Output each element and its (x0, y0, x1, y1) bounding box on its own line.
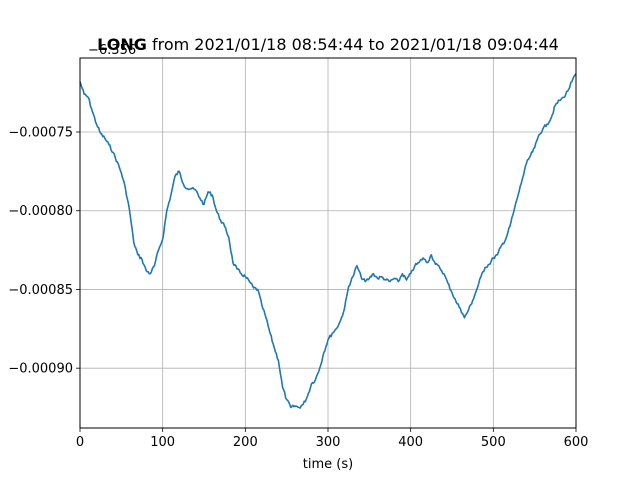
x-tick-label: 0 (76, 435, 84, 450)
series-line (79, 73, 577, 409)
series-layer (79, 73, 577, 409)
x-axis: 0 100 200 300 400 500 600 (76, 428, 589, 450)
y-offset-label: −6.356 (88, 43, 136, 58)
x-tick-label: 600 (564, 435, 589, 450)
x-axis-label: time (s) (303, 457, 353, 472)
y-tick-label: −0.00075 (8, 126, 73, 141)
title-range: from 2021/01/18 08:54:44 to 2021/01/18 0… (147, 35, 559, 54)
chart-title: LONG from 2021/01/18 08:54:44 to 2021/01… (97, 35, 559, 54)
x-tick-label: 500 (481, 435, 506, 450)
y-tick-label: −0.00090 (8, 362, 73, 377)
y-tick-label: −0.00085 (8, 283, 73, 298)
x-tick-label: 200 (233, 435, 258, 450)
x-tick-label: 400 (398, 435, 423, 450)
y-axis: −0.00075 −0.00080 −0.00085 −0.00090 (8, 126, 80, 377)
x-tick-label: 100 (150, 435, 175, 450)
y-tick-label: −0.00080 (8, 204, 73, 219)
title-keyword: LONG (97, 35, 147, 54)
x-tick-label: 300 (316, 435, 341, 450)
